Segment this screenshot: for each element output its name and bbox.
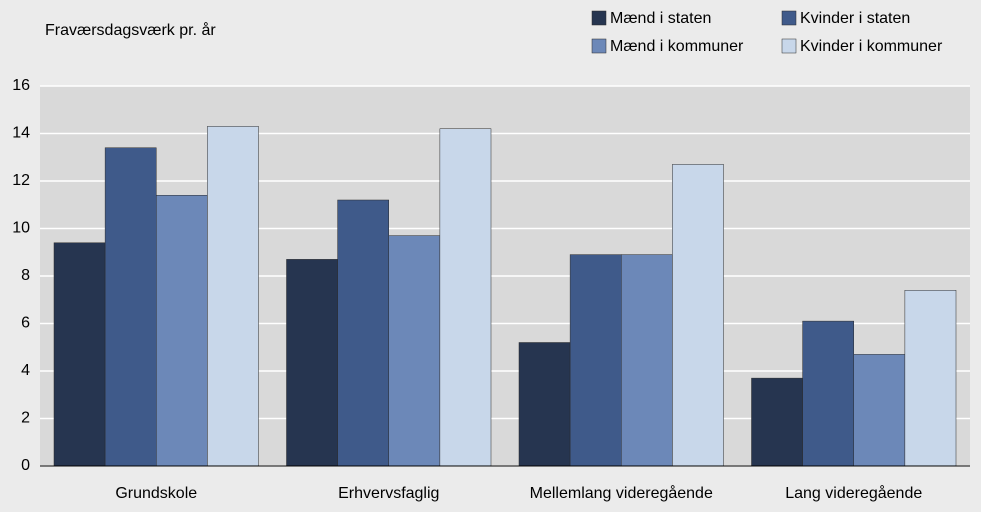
bar — [621, 254, 673, 467]
y-tick-label: 6 — [21, 315, 30, 332]
bar — [156, 195, 208, 467]
y-tick-label: 12 — [12, 172, 30, 189]
legend-label: Kvinder i kommuner — [800, 38, 943, 55]
legend-swatch — [591, 10, 607, 26]
y-tick-label: 14 — [12, 125, 30, 142]
bar — [286, 259, 338, 467]
x-tick-label: Lang videregående — [785, 484, 922, 502]
bar — [853, 354, 906, 467]
bar — [802, 320, 854, 467]
bar — [672, 164, 724, 467]
y-tick-label: 8 — [21, 267, 30, 284]
bar — [904, 290, 957, 467]
bar — [439, 128, 492, 467]
y-tick-label: 0 — [21, 457, 30, 474]
bar — [207, 126, 259, 467]
bar — [388, 235, 441, 467]
legend-swatch — [591, 38, 607, 54]
bar — [104, 147, 157, 467]
legend-label: Mænd i kommuner — [610, 38, 744, 55]
y-tick-label: 16 — [12, 77, 30, 94]
bar — [751, 377, 803, 467]
y-tick-label: 10 — [12, 220, 30, 237]
bar — [337, 199, 389, 467]
bar — [53, 242, 106, 467]
bar — [518, 342, 571, 467]
x-tick-label: Erhvervsfaglig — [338, 485, 439, 502]
x-tick-label: Mellemlang videregående — [530, 484, 713, 502]
bar — [569, 254, 622, 467]
legend-label: Mænd i staten — [610, 10, 711, 27]
legend-swatch — [781, 38, 797, 54]
y-tick-label: 2 — [21, 410, 30, 427]
legend-label: Kvinder i staten — [800, 10, 910, 27]
y-axis-title: Fraværsdagsværk pr. år — [45, 21, 216, 39]
y-tick-label: 4 — [21, 362, 30, 379]
legend-swatch — [781, 10, 797, 26]
x-tick-label: Grundskole — [115, 485, 197, 502]
